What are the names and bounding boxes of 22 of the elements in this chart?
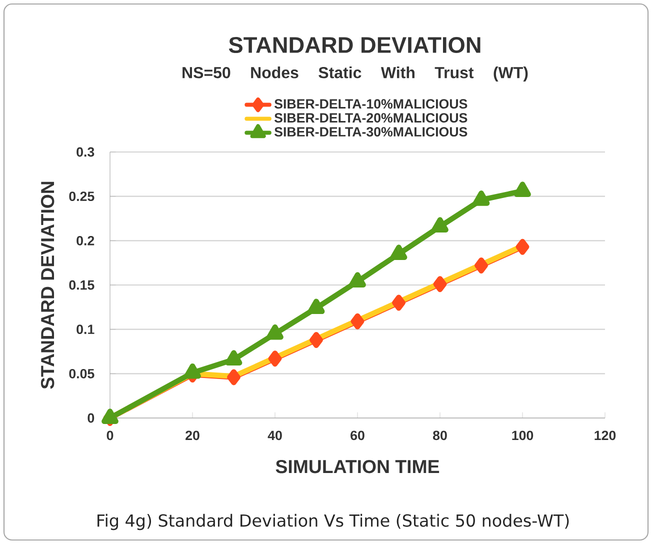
x-tick-label: 20	[186, 430, 200, 440]
x-tick-label: 40	[268, 430, 282, 440]
y-tick-label: 0.25	[69, 192, 94, 202]
y-axis-title: STANDARD DEVIATION	[40, 182, 54, 389]
y-tick-label: 0.1	[76, 324, 94, 334]
y-tick-label: 0.3	[76, 147, 94, 157]
x-tick-label: 100	[512, 430, 534, 440]
chart-title: STANDARD DEVIATION	[228, 36, 480, 54]
chart-subtitle: NS=50 Nodes Static With Trust (WT)	[182, 66, 528, 82]
y-tick-label: 0	[88, 413, 94, 423]
legend-label: SIBER-DELTA-20%MALICIOUS	[274, 113, 468, 123]
y-tick-label: 0.2	[76, 236, 94, 246]
x-tick-label: 80	[433, 430, 447, 440]
x-tick-label: 0	[106, 430, 114, 440]
legend-label: SIBER-DELTA-30%MALICIOUS	[274, 127, 468, 137]
x-tick-label: 60	[350, 430, 364, 440]
y-tick-label: 0.05	[69, 368, 94, 378]
legend-label: SIBER-DELTA-10%MALICIOUS	[274, 99, 468, 109]
caption: Fig 4g) Standard Deviation Vs Time (Static 50 nodes-WT)	[98, 514, 569, 530]
y-tick-label: 0.15	[69, 280, 94, 290]
x-tick-label: 120	[594, 430, 616, 440]
x-axis-title: SIMULATION TIME	[276, 460, 440, 474]
